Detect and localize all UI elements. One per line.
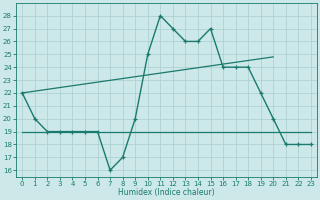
X-axis label: Humidex (Indice chaleur): Humidex (Indice chaleur) xyxy=(118,188,215,197)
